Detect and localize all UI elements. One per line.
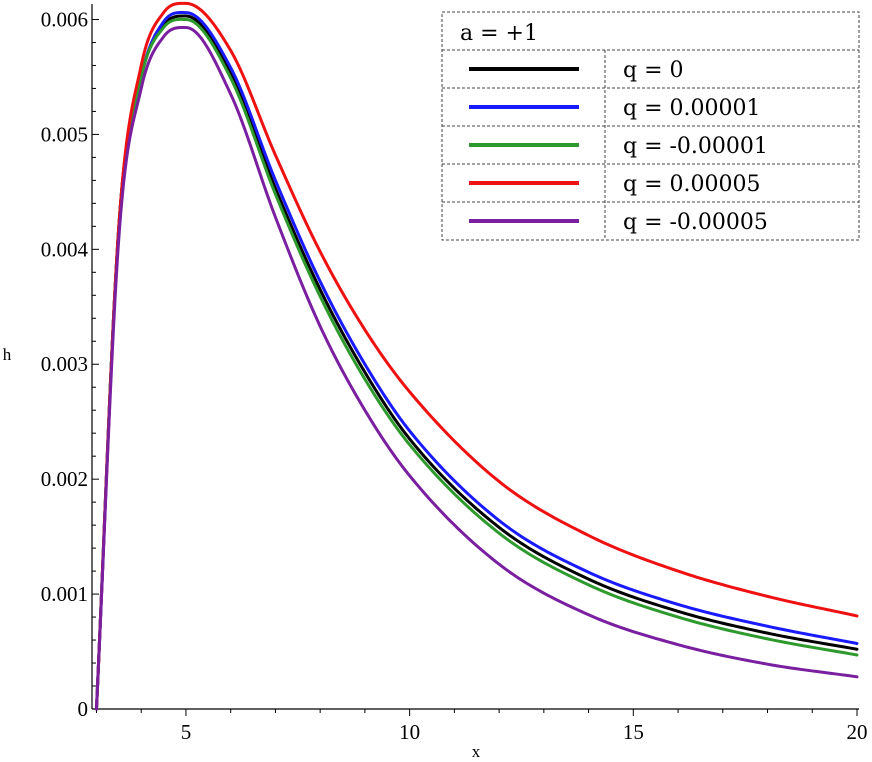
legend-label-3: q = 0.00005 (623, 172, 760, 197)
x-ticks: 5 10 15 20 (95, 709, 868, 744)
x-tick-label: 15 (623, 720, 644, 744)
series-line-3 (94, 1, 859, 711)
x-tick-label: 5 (181, 720, 192, 744)
y-tick-label: 0.004 (41, 237, 89, 261)
series-line-4 (94, 26, 859, 711)
x-tick-label: 10 (399, 720, 420, 744)
legend-title: a = +1 (460, 21, 538, 46)
x-axis-title: x (472, 742, 481, 761)
y-tick-label: 0.003 (41, 352, 88, 376)
y-ticks: 0 0.001 0.002 0.003 0.004 0.005 0.006 (41, 7, 99, 721)
legend-label-0: q = 0 (623, 58, 684, 83)
x-tick-label: 20 (847, 720, 868, 744)
series-group (94, 1, 859, 711)
y-tick-label: 0.006 (41, 7, 88, 31)
y-tick-label: 0.005 (41, 122, 88, 146)
legend-label-1: q = 0.00001 (623, 96, 760, 121)
legend-label-2: q = -0.00001 (623, 134, 768, 159)
y-tick-label: 0 (78, 697, 89, 721)
series-line-2 (94, 17, 859, 711)
y-tick-label: 0.002 (41, 467, 88, 491)
legend: a = +1 q = 0 q = 0.00001 q = -0.00001 q = 0.… (441, 11, 860, 241)
y-tick-label: 0.001 (41, 582, 88, 606)
axes: 5 10 15 20 00.0010.0020.0030.0040.0050.006 … (3, 4, 868, 761)
legend-label-4: q = -0.00005 (623, 210, 768, 235)
y-axis-title: h (3, 345, 12, 364)
